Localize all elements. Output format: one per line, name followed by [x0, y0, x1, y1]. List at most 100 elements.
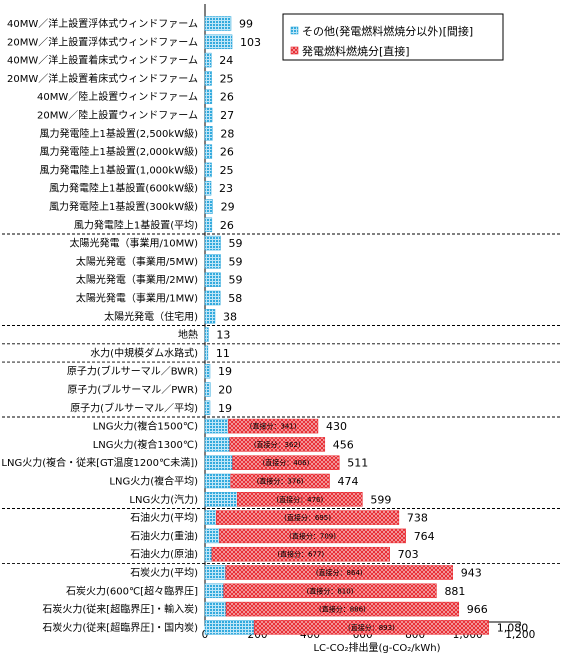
total-value-label: 456 — [333, 438, 354, 451]
bar-direct — [219, 528, 406, 544]
bar-indirect — [204, 437, 230, 452]
bar-direct — [225, 601, 460, 617]
group-separators — [2, 233, 560, 564]
bar-direct — [223, 583, 437, 599]
category-label: 20MW／洋上設置浮体式ウィンドファーム — [7, 35, 198, 48]
direct-value-label: (直接分：886) — [319, 605, 366, 614]
total-value-label: 738 — [407, 512, 428, 525]
total-value-label: 943 — [461, 567, 482, 580]
direct-value-label: (直接分：864) — [316, 568, 363, 577]
category-label: 石炭火力(従来[超臨界圧]・輸入炭) — [42, 603, 198, 616]
bar-indirect — [204, 180, 212, 196]
x-tick-label: 1,200 — [505, 629, 535, 641]
bar-indirect — [204, 107, 213, 123]
bar-direct — [229, 437, 326, 452]
category-label: 20MW／陸上設置ウィンドファーム — [37, 109, 198, 122]
category-label: 太陽光発電（事業用/2MW) — [76, 273, 198, 286]
direct-value-label: (直接分：376) — [257, 477, 304, 486]
category-label: LNG火力(汽力) — [129, 493, 198, 506]
category-label: 太陽光発電（事業用/10MW) — [69, 237, 198, 250]
total-value-label: 23 — [219, 182, 233, 195]
bar-direct — [225, 565, 453, 580]
direct-value-label: (直接分：709) — [289, 531, 336, 540]
x-tick-label: 0 — [202, 629, 209, 641]
category-labels: 40MW／洋上設置浮体式ウィンドファーム 20MW／洋上設置浮体式ウィンドファーム… — [1, 17, 198, 634]
bar-direct — [253, 620, 489, 635]
category-label: 太陽光発電（事業用/5MW) — [76, 255, 198, 268]
category-label: 太陽光発電（事業用/1MW) — [76, 292, 198, 305]
total-value-label: 26 — [220, 219, 234, 232]
bar-indirect — [204, 345, 209, 361]
total-value-label: 19 — [218, 365, 232, 378]
bar-indirect — [204, 217, 213, 233]
total-value-label: 511 — [347, 457, 368, 470]
direct-value-label: (直接分：341) — [250, 422, 297, 431]
total-value-label: 966 — [467, 603, 488, 616]
category-label: 石油火力(重油) — [130, 529, 198, 542]
total-value-label: 38 — [223, 310, 237, 323]
bar-indirect — [204, 528, 220, 544]
total-value-label: 13 — [216, 329, 230, 342]
bar-indirect — [204, 327, 209, 342]
category-label: 風力発電陸上1基設置(300kW級) — [49, 200, 198, 213]
total-value-label: 24 — [219, 54, 233, 67]
total-value-label: 599 — [370, 493, 391, 506]
category-label: 水力(中規模ダム水路式) — [90, 346, 198, 359]
category-label: 原子力(ブルサーマル／BWR) — [67, 365, 198, 378]
bar-indirect — [204, 89, 213, 104]
category-label: 風力発電陸上1基設置(1,000kW級) — [40, 163, 199, 176]
bar-indirect — [204, 583, 224, 599]
category-label: 地熱 — [178, 328, 198, 341]
bar-direct — [211, 546, 390, 562]
direct-value-label: (直接分：677) — [277, 550, 324, 559]
bar-indirect — [204, 455, 233, 470]
bar-indirect — [204, 565, 227, 580]
total-value-label: 26 — [220, 146, 234, 159]
bar-direct — [216, 510, 400, 525]
total-value-label: 59 — [228, 237, 242, 250]
direct-value-label: (直接分：893) — [348, 623, 395, 632]
category-label: 原子力(ブルサーマル／平均) — [70, 401, 198, 414]
bar-indirect — [204, 144, 213, 159]
total-value-label: 474 — [338, 475, 359, 488]
total-value-label: 764 — [414, 530, 435, 543]
bar-indirect — [204, 601, 227, 617]
bar-indirect — [204, 272, 221, 287]
bar-indirect — [204, 52, 212, 68]
total-value-label: 26 — [220, 91, 234, 104]
total-value-label: 29 — [221, 201, 235, 214]
bar-indirect — [204, 199, 213, 214]
category-label: 石油火力(原油) — [130, 548, 198, 561]
category-label: 40MW／洋上設置着床式ウィンドファーム — [7, 54, 198, 67]
total-value-label: 27 — [220, 109, 234, 122]
total-value-label: 1,080 — [497, 621, 529, 634]
bar-indirect — [204, 363, 211, 379]
legend-swatch-indirect — [290, 26, 299, 35]
bar-direct — [232, 455, 340, 470]
bar-indirect — [204, 382, 211, 397]
category-label: 石炭火力(平均) — [130, 566, 198, 579]
bar-direct — [228, 418, 319, 434]
bar-indirect — [204, 510, 217, 525]
bar-indirect — [204, 126, 213, 141]
total-value-label: 28 — [220, 127, 234, 140]
direct-value-label: (直接分：810) — [307, 586, 354, 595]
category-label: LNG火力(複合平均) — [109, 475, 198, 488]
legend-label-indirect: その他(発電燃料燃焼分以外)[間接] — [302, 24, 473, 38]
legend-swatch-direct — [290, 46, 299, 55]
total-value-label: 99 — [239, 18, 253, 31]
bar-indirect — [204, 473, 231, 489]
total-value-label: 59 — [228, 274, 242, 287]
bar-indirect — [204, 620, 255, 635]
bar-direct — [237, 492, 363, 507]
total-value-label: 103 — [240, 36, 261, 49]
category-label: 風力発電陸上1基設置(平均) — [74, 218, 198, 231]
category-label: LNG火力(複合1500℃) — [93, 420, 198, 433]
category-label: 太陽光発電（住宅用) — [104, 310, 198, 323]
category-label: LNG火力(複合・従来[GT温度1200℃未満]) — [1, 456, 198, 469]
category-label: 石油火力(平均) — [130, 511, 198, 524]
category-label: 風力発電陸上1基設置(2,000kW級) — [40, 145, 199, 158]
category-label: 石炭火力(600℃[超々臨界圧] — [66, 584, 198, 597]
